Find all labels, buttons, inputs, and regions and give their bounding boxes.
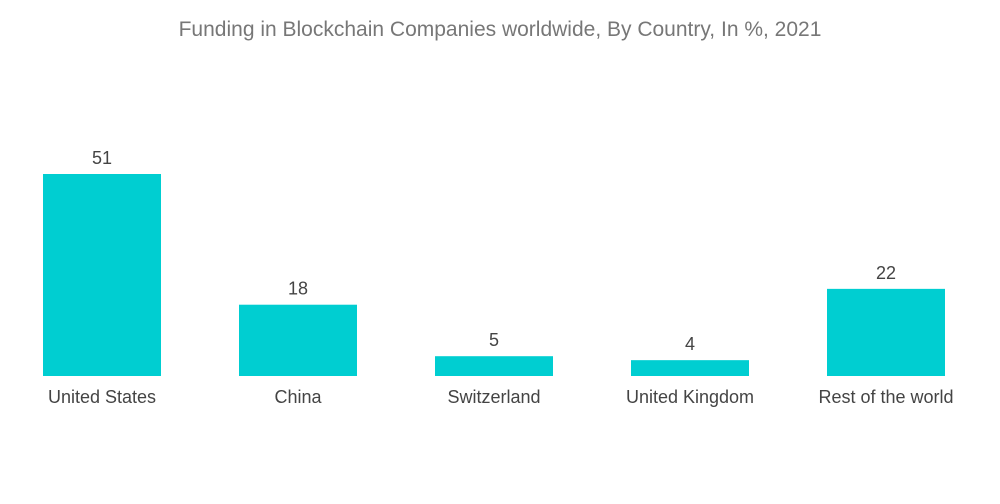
category-label-united-kingdom: United Kingdom [626,387,754,407]
category-labels-layer: United States China Switzerland United King… [48,387,954,407]
value-label-china: 18 [288,279,308,299]
value-label-switzerland: 5 [489,330,499,350]
category-label-china: China [274,387,322,407]
category-label-united-states: United States [48,387,156,407]
chart-title: Funding in Blockchain Companies worldwid… [178,18,822,41]
category-label-switzerland: Switzerland [447,387,540,407]
value-label-united-states: 51 [92,148,112,168]
bar-china [239,304,357,376]
bar-united-kingdom [631,360,749,376]
bars-layer [43,174,945,376]
bar-rest-of-the-world [827,288,945,376]
bar-united-states [43,174,161,376]
value-label-rest-of-the-world: 22 [876,263,896,283]
value-labels-layer: 51 18 5 4 22 [92,148,896,354]
bar-switzerland [435,356,553,376]
value-label-united-kingdom: 4 [685,334,695,354]
category-label-rest-of-the-world: Rest of the world [818,387,953,407]
